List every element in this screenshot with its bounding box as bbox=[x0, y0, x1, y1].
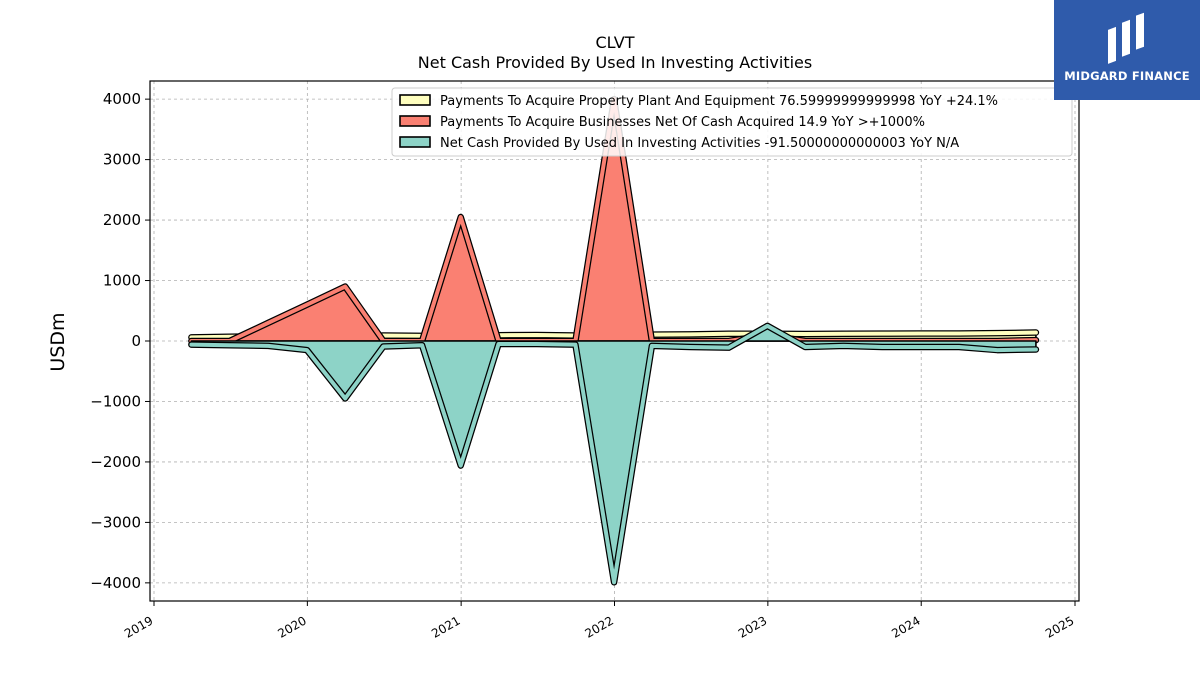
legend-swatch-2 bbox=[399, 115, 431, 127]
series-group bbox=[188, 95, 1040, 586]
logo-mark-icon bbox=[1108, 12, 1144, 64]
legend: Payments To Acquire Property Plant And E… bbox=[391, 87, 1073, 157]
legend-label-1: Payments To Acquire Property Plant And E… bbox=[440, 94, 998, 109]
y-tick-label: −1000 bbox=[90, 392, 141, 410]
y-axis-label: USDm bbox=[47, 312, 69, 371]
y-tick-label: 3000 bbox=[103, 151, 141, 169]
y-tick-label: −3000 bbox=[90, 513, 141, 531]
legend-label-2: Payments To Acquire Businesses Net Of Ca… bbox=[440, 115, 925, 130]
series-3-line bbox=[189, 323, 1038, 585]
legend-swatch-1 bbox=[399, 94, 431, 106]
x-tick-label: 2022 bbox=[583, 613, 616, 640]
x-tick-label: 2024 bbox=[889, 613, 922, 640]
legend-label-3: Net Cash Provided By Used In Investing A… bbox=[440, 136, 959, 151]
x-tick-label: 2020 bbox=[275, 613, 308, 640]
y-tick-label: 1000 bbox=[103, 272, 141, 290]
logo-text: MIDGARD FINANCE bbox=[1064, 69, 1190, 83]
y-tick-label: −4000 bbox=[90, 574, 141, 592]
legend-box bbox=[391, 87, 1073, 157]
chart-subtitle: Net Cash Provided By Used In Investing A… bbox=[418, 53, 812, 72]
x-tick-label: 2019 bbox=[122, 613, 155, 640]
y-tick-label: −2000 bbox=[90, 453, 141, 471]
chart-title: CLVT bbox=[595, 33, 634, 52]
x-tick-label: 2023 bbox=[736, 613, 769, 640]
x-tick-label: 2021 bbox=[429, 613, 462, 640]
y-tick-label: 2000 bbox=[103, 211, 141, 229]
y-tick-label: 4000 bbox=[103, 90, 141, 108]
x-tick-label: 2025 bbox=[1043, 613, 1076, 640]
y-tick-label: 0 bbox=[131, 332, 141, 350]
axis-ticks: −4000 −3000 −2000 −1000 0 1000 2000 3000 4000 201… bbox=[90, 90, 1076, 641]
brand-logo: MIDGARD FINANCE bbox=[1054, 0, 1200, 100]
legend-swatch-3 bbox=[399, 136, 431, 148]
